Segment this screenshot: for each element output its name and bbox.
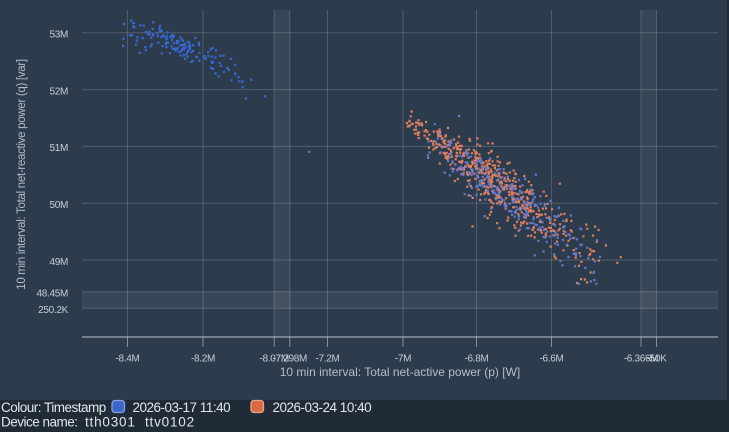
svg-text:-7.298M: -7.298M: [273, 353, 308, 364]
svg-text:51M: 51M: [49, 143, 68, 154]
svg-text:10 min interval: Total net-act: 10 min interval: Total net-active power …: [280, 365, 521, 379]
svg-text:48.45M: 48.45M: [36, 289, 68, 300]
svg-text:52M: 52M: [49, 86, 68, 97]
svg-text:ttv0102: ttv0102: [145, 414, 195, 429]
svg-text:Device name:: Device name:: [1, 414, 78, 429]
svg-text:-6.6M: -6.6M: [539, 353, 563, 364]
svg-text:10 min interval: Total net-rea: 10 min interval: Total net-reactive powe…: [16, 59, 28, 290]
svg-text:-7M: -7M: [395, 353, 411, 364]
svg-text:2026-03-17 11:40: 2026-03-17 11:40: [133, 400, 231, 415]
svg-text:-8.4M: -8.4M: [115, 353, 139, 364]
svg-text:tth0301: tth0301: [85, 414, 136, 429]
svg-text:-8.2M: -8.2M: [191, 353, 215, 364]
svg-text:2026-03-24 10:40: 2026-03-24 10:40: [273, 400, 372, 415]
svg-text:50M: 50M: [49, 200, 68, 211]
svg-text:250.2K: 250.2K: [38, 305, 69, 316]
svg-text:-6.366M: -6.366M: [624, 353, 659, 364]
svg-text:Colour: Timestamp: Colour: Timestamp: [1, 400, 106, 415]
svg-text:53M: 53M: [49, 30, 68, 41]
svg-text:-7.2M: -7.2M: [315, 353, 339, 364]
svg-text:-6.8M: -6.8M: [464, 353, 488, 364]
svg-text:49M: 49M: [49, 257, 68, 268]
svg-text:-8.07M: -8.07M: [260, 353, 289, 364]
svg-text:-50K: -50K: [647, 353, 668, 364]
